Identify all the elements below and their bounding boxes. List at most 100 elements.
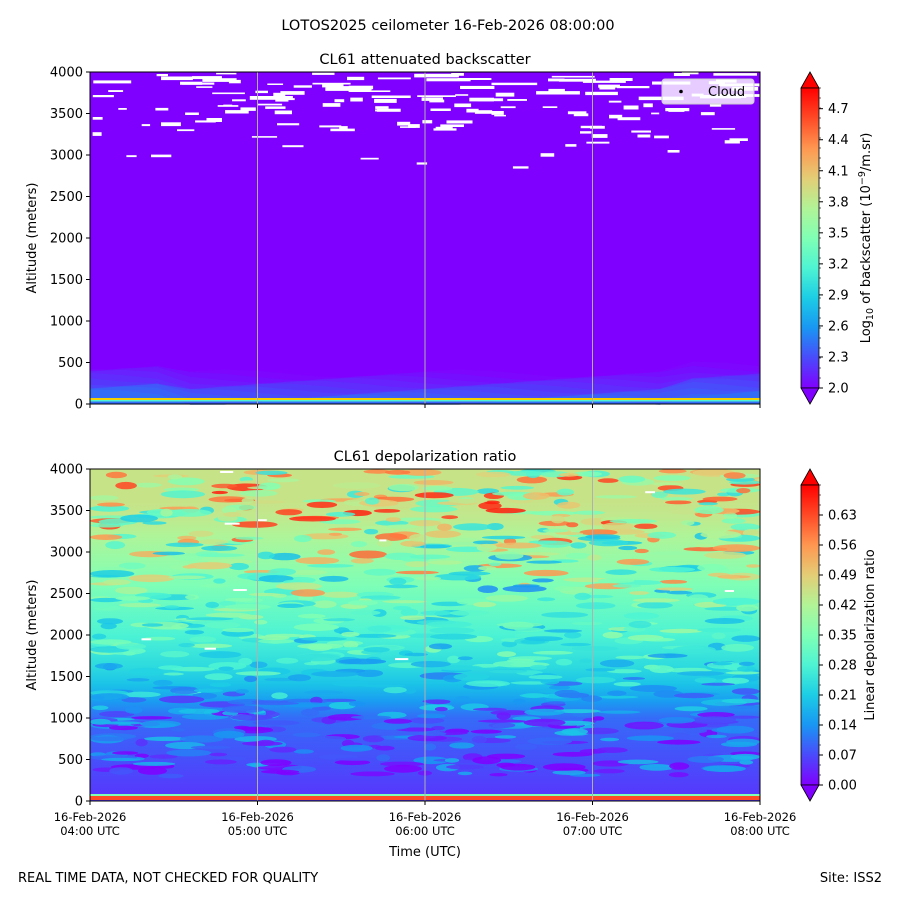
depolarization-cell — [118, 562, 146, 570]
depolarization-cell — [213, 578, 226, 584]
depolarization-cell — [90, 570, 135, 578]
depolarization-cell — [579, 529, 618, 536]
depolarization-cell — [560, 482, 584, 487]
depolarization-cell — [96, 618, 124, 625]
cloud-hit — [151, 154, 172, 158]
depolarization-cell — [429, 627, 475, 634]
depolarization-cell — [674, 706, 708, 712]
depolarization-cell — [437, 665, 483, 671]
cloud-hit — [451, 73, 464, 76]
depolarization-cell — [616, 558, 650, 565]
depolarization-cell — [120, 514, 158, 523]
depolarization-cell — [478, 566, 497, 571]
depolarization-cell — [413, 756, 450, 765]
cloud-hit — [573, 113, 589, 117]
cloud-hit — [118, 108, 127, 110]
depolarization-cell — [211, 483, 238, 489]
cloud-hit — [454, 103, 472, 108]
cloud-hit — [377, 77, 411, 80]
depolarization-cell — [328, 527, 362, 531]
depolarization-cell — [211, 490, 228, 495]
cloud-hit — [494, 114, 506, 117]
depolarization-cell — [444, 758, 460, 763]
depolarization-cell — [430, 633, 478, 640]
depolarization-cell — [730, 753, 761, 760]
depolarization-cell — [115, 481, 137, 490]
depolarization-cell — [523, 718, 566, 727]
cloud-hit — [440, 124, 464, 127]
cloud-hit — [376, 108, 401, 112]
depolarization-cell — [471, 735, 487, 744]
depolarization-cell — [523, 569, 569, 577]
depolarization-cell — [647, 531, 677, 539]
x-tick-label-time: 05:00 UTC — [228, 824, 288, 838]
backscatter-legend: Cloud — [661, 78, 755, 105]
quality-disclaimer: REAL TIME DATA, NOT CHECKED FOR QUALITY — [18, 871, 318, 886]
depolarization-cell — [585, 534, 621, 540]
y-tick-label: 0 — [75, 398, 83, 413]
depolarization-cell — [492, 660, 539, 668]
depolarization-cell — [642, 637, 676, 642]
depolarization-cell — [496, 622, 543, 627]
cloud-hit — [580, 131, 592, 134]
cloud-hit — [623, 105, 639, 110]
cloud-hit — [609, 114, 623, 119]
depolarization-cell — [228, 562, 249, 571]
depolarization-cell — [668, 772, 689, 778]
depolarization-cell — [268, 568, 296, 576]
y-tick-label: 2000 — [50, 629, 83, 644]
colorbar-tick-label: 0.56 — [828, 539, 857, 554]
y-tick-label: 1500 — [50, 670, 83, 685]
depolarization-cell — [408, 717, 445, 724]
depolarization-cell — [258, 482, 281, 490]
depolarization-cell — [384, 469, 411, 475]
cloud-hit — [92, 95, 114, 98]
depolarization-cell — [573, 471, 602, 477]
cloud-hit — [536, 91, 580, 95]
depolarization-cell — [628, 620, 652, 629]
cloud-hit — [724, 140, 740, 144]
depolarization-cell — [198, 651, 242, 659]
depolarization-cell — [476, 543, 497, 552]
cloud-hit — [430, 108, 451, 111]
depolarization-cell — [477, 719, 526, 723]
missing-data-speck — [379, 539, 387, 542]
depolarization-cell — [260, 759, 292, 766]
depolarization-cell — [618, 545, 638, 551]
depolarization-cell — [400, 608, 419, 617]
cloud-hit — [141, 124, 151, 127]
cloud-hit — [249, 96, 293, 100]
cloud-hit — [542, 106, 558, 108]
depolarization-cell — [185, 617, 234, 621]
depolarization-cell — [153, 679, 173, 686]
missing-data-speck — [257, 519, 267, 522]
depolarization-cell — [90, 639, 132, 645]
depolarization-cell — [241, 497, 254, 504]
depolarization-cell — [128, 574, 175, 583]
site-label: Site: ISS2 — [820, 871, 882, 886]
depolarization-cell — [204, 673, 233, 681]
depolarization-cell — [472, 540, 498, 545]
cloud-hit — [668, 108, 685, 112]
depolarization-cell — [410, 506, 458, 513]
depolarization-cell — [132, 761, 176, 766]
depolarization-cell — [555, 658, 573, 666]
depolarization-gridlines — [257, 469, 593, 801]
depolarization-cell — [166, 509, 212, 517]
backscatter-gridlines — [257, 72, 593, 404]
depolarization-cell — [288, 569, 328, 576]
depolarization-cell — [350, 715, 392, 720]
depolarization-cell — [445, 764, 484, 770]
backscatter-plot-area — [89, 71, 763, 405]
depolarization-cell — [530, 535, 555, 539]
depolarization-cell — [512, 584, 540, 588]
missing-data-speck — [204, 647, 216, 650]
depolarization-cell — [321, 591, 360, 598]
depolarization-cell — [160, 490, 206, 499]
depolarization-cell — [371, 722, 411, 730]
depolarization-cell — [566, 522, 579, 528]
depolarization-cell — [277, 603, 305, 608]
depolarization-cell — [649, 551, 695, 556]
depolarization-cell — [494, 735, 517, 739]
depolarization-cell — [404, 652, 429, 657]
